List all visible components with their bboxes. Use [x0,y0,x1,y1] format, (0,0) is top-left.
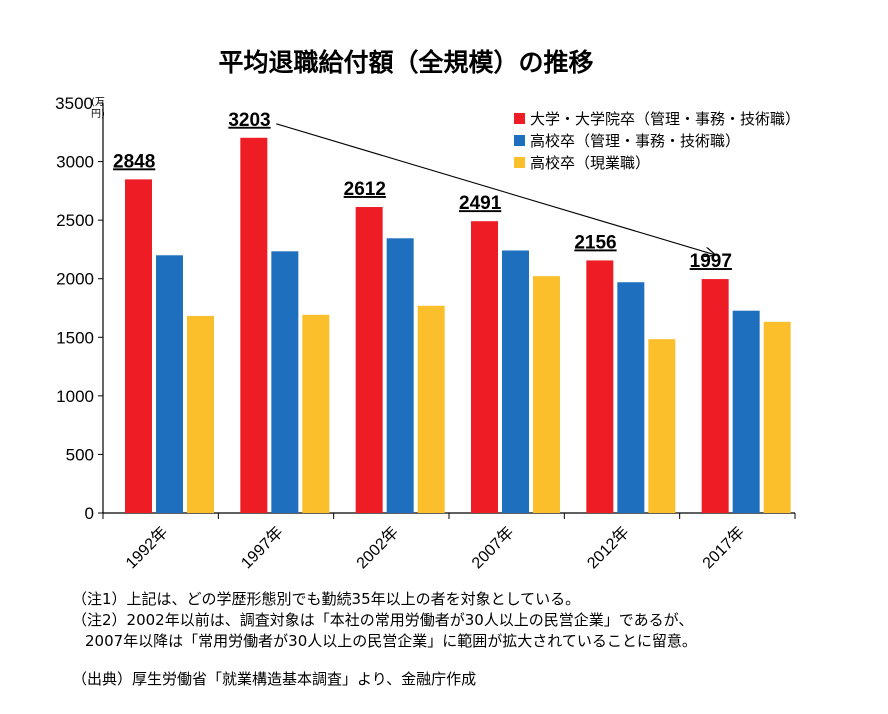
x-tick-label: 1997年 [238,523,287,572]
y-tick-label: 3500 [55,94,93,113]
value-callout: 2156 [574,232,616,253]
bar [763,321,791,513]
bar [648,339,676,513]
bar [271,251,299,513]
legend-swatch [514,113,525,124]
legend-label: 高校卒（管理・事務・技術職） [530,132,740,150]
value-callout: 2848 [113,151,155,172]
value-callouts: 2848 3203 2612 2491 2156 1997 [113,110,732,272]
note-2: （注2）2002年以前は、調査対象は「本社の常用労働者が30人以上の民営企業」で… [72,611,694,629]
y-unit-label: 円) [91,109,105,120]
value-callout: 2491 [459,193,502,214]
bar-chart: 平均退職給付額（全規模）の推移 0 500 1000 1500 2000 2500 3000… [55,48,800,572]
bar [471,221,498,513]
legend-swatch [514,157,525,168]
bar [386,238,414,514]
bar [355,207,383,513]
bar [417,305,445,513]
y-tick-label: 0 [85,504,94,523]
x-tick-label: 1992年 [122,523,171,572]
bar [701,279,729,513]
trend-arrow-line [276,123,715,255]
bar [302,314,330,513]
y-tick-label: 1000 [56,387,94,406]
x-tick-label: 2012年 [584,523,633,572]
legend: 大学・大学院卒（管理・事務・技術職） 高校卒（管理・事務・技術職） 高校卒（現業職） [514,110,800,172]
legend-label: 高校卒（現業職） [530,154,650,172]
footnotes: （注1）上記は、どの学歴形態別でも勤続35年以上の者を対象としている。 （注2）… [72,589,872,690]
trend-arrow [276,123,715,255]
value-callout: 2612 [344,179,386,200]
x-tick-label: 2002年 [353,523,402,572]
bar [732,310,760,513]
bar [187,315,214,513]
bar [240,137,268,513]
bar [617,282,645,513]
y-tick-label: 1500 [56,328,94,347]
chart-title: 平均退職給付額（全規模）の推移 [218,48,593,77]
y-tick-label: 500 [66,445,94,464]
value-callout: 3203 [228,110,270,131]
note-2-continued: 2007年以降は「常用労働者が30人以上の民営企業」に範囲が拡大されていることに… [85,632,697,650]
bar [586,260,614,513]
legend-swatch [514,135,525,146]
y-tick-label: 3000 [56,153,94,172]
note-1: （注1）上記は、どの学歴形態別でも勤続35年以上の者を対象としている。 [72,590,581,608]
source-note: （出典）厚生労働省「就業構造基本調査」より、金融庁作成 [72,670,477,688]
legend-label: 大学・大学院卒（管理・事務・技術職） [530,110,800,128]
y-tick-label: 2500 [56,211,94,230]
bar [125,179,152,513]
value-callout: 1997 [690,251,732,272]
y-unit-label: (万 [91,97,105,108]
bar [156,255,183,514]
x-tick-label: 2007年 [468,523,517,572]
y-tick-label: 2000 [56,270,94,289]
chart-bars [125,137,791,514]
x-tick-label: 2017年 [699,523,748,572]
bar [533,276,560,513]
bar [502,250,529,514]
